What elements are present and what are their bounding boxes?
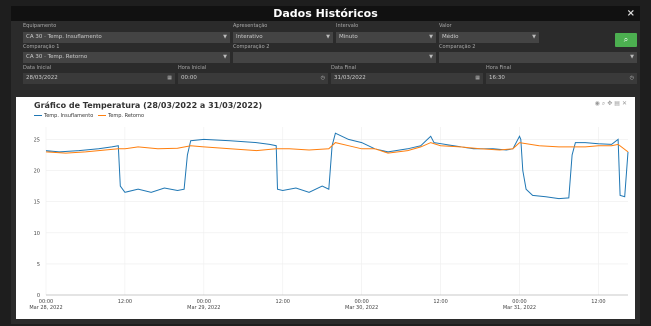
- clock-icon[interactable]: ◷: [320, 75, 325, 81]
- x-tick-label: 12:00: [591, 299, 605, 305]
- y-tick-label: 20: [34, 169, 40, 175]
- camera-icon[interactable]: ◉: [594, 100, 602, 107]
- interval-select[interactable]: Minuto ▼: [336, 32, 436, 43]
- chevron-down-icon: ▼: [429, 34, 433, 40]
- zoom-icon[interactable]: ⌕: [601, 100, 608, 107]
- chevron-down-icon: ▼: [532, 34, 536, 40]
- historical-data-modal: Dados Históricos × Equipamento CA 30 · T…: [11, 6, 640, 324]
- chart-title: Gráfico de Temperatura (28/03/2022 a 31/…: [34, 101, 263, 110]
- chevron-down-icon: ▼: [223, 34, 227, 40]
- x-tick-date: Mar 29, 2022: [187, 305, 220, 311]
- x-tick-label: 00:00: [354, 299, 368, 305]
- calendar-icon[interactable]: ▦: [167, 75, 172, 81]
- equipment-label: Equipamento: [23, 23, 57, 29]
- series-line-retorno: [45, 142, 629, 154]
- series-line-insuflamento: [45, 132, 629, 200]
- start-date-label: Data Inicial: [23, 65, 52, 71]
- y-tick-label: 10: [34, 231, 40, 237]
- x-tick-label: 12:00: [118, 299, 132, 305]
- close-icon[interactable]: ✕: [621, 100, 629, 107]
- legend-insuflamento[interactable]: Temp. Insuflamento: [44, 113, 94, 119]
- visualization-select[interactable]: Interativo ▼: [233, 32, 333, 43]
- x-tick-date: Mar 30, 2022: [345, 305, 378, 311]
- x-tick-label: 12:00: [433, 299, 447, 305]
- chart-legend: Temp. Insuflamento Temp. Retorno: [34, 113, 144, 119]
- calendar-icon[interactable]: ▦: [475, 75, 480, 81]
- equipment-select-value: CA 30 · Temp. Insuflamento: [26, 34, 102, 40]
- value-select[interactable]: Médio ▼: [439, 32, 539, 43]
- window-title: Dados Históricos ×: [11, 6, 640, 21]
- end-hour-value: 16:30: [489, 75, 505, 81]
- legend-swatch-retorno: [98, 114, 107, 117]
- start-hour-value: 00:00: [181, 75, 197, 81]
- close-icon[interactable]: ×: [626, 8, 635, 19]
- start-date-input[interactable]: 28/03/2022 ▦: [23, 73, 175, 84]
- clock-icon[interactable]: ◷: [629, 75, 634, 81]
- y-tick-label: 5: [37, 262, 40, 268]
- visualization-select-value: Interativo: [236, 34, 263, 40]
- window-title-text: Dados Históricos: [273, 7, 378, 20]
- legend-retorno[interactable]: Temp. Retorno: [108, 113, 145, 119]
- visualization-label: Apresentação: [233, 23, 268, 29]
- y-tick-label: 15: [34, 200, 40, 206]
- reset-icon[interactable]: ▤: [614, 100, 622, 107]
- chevron-down-icon: ▼: [223, 54, 227, 60]
- start-hour-input[interactable]: 00:00 ◷: [178, 73, 328, 84]
- x-tick-label: 00:00: [197, 299, 211, 305]
- temperature-chart: Gráfico de Temperatura (28/03/2022 a 31/…: [16, 97, 635, 319]
- x-tick-date: Mar 31, 2022: [503, 305, 536, 311]
- end-date-input[interactable]: 31/03/2022 ▦: [331, 73, 483, 84]
- x-tick-date: Mar 28, 2022: [29, 305, 62, 311]
- interval-label: Intervalo: [336, 23, 359, 29]
- end-date-value: 31/03/2022: [334, 75, 366, 81]
- start-hour-label: Hora Inicial: [178, 65, 207, 71]
- compare1-label: Comparação 1: [23, 44, 60, 50]
- x-tick-label: 00:00: [512, 299, 526, 305]
- chevron-down-icon: ▼: [326, 34, 330, 40]
- end-hour-label: Hora Final: [486, 65, 512, 71]
- chart-toolbar: ◉⌕✥▤✕: [595, 100, 629, 108]
- value-select-value: Médio: [442, 34, 459, 40]
- chevron-down-icon: ▼: [429, 54, 433, 60]
- start-date-value: 28/03/2022: [26, 75, 58, 81]
- pan-icon[interactable]: ✥: [607, 100, 615, 107]
- compare1-select-value: CA 30 · Temp. Retorno: [26, 54, 88, 60]
- chevron-down-icon: ▼: [630, 54, 634, 60]
- value-label: Valor: [439, 23, 452, 29]
- legend-swatch-insuflamento: [34, 114, 42, 117]
- y-tick-label: 25: [34, 137, 40, 143]
- y-tick-label: 0: [37, 293, 40, 299]
- x-tick-label: 00:00: [39, 299, 53, 305]
- compare2-label: Comparação 2: [233, 44, 270, 50]
- equipment-select[interactable]: CA 30 · Temp. Insuflamento ▼: [23, 32, 230, 43]
- compare3-select[interactable]: ▼: [439, 52, 637, 63]
- interval-select-value: Minuto: [339, 34, 358, 40]
- x-tick-label: 12:00: [276, 299, 290, 305]
- compare2-select[interactable]: ▼: [233, 52, 436, 63]
- end-date-label: Data Final: [331, 65, 357, 71]
- search-button[interactable]: ⌕: [615, 33, 637, 47]
- compare1-select[interactable]: CA 30 · Temp. Retorno ▼: [23, 52, 230, 63]
- search-icon: ⌕: [623, 35, 629, 44]
- compare3-label: Comparação 2: [439, 44, 476, 50]
- end-hour-input[interactable]: 16:30 ◷: [486, 73, 637, 84]
